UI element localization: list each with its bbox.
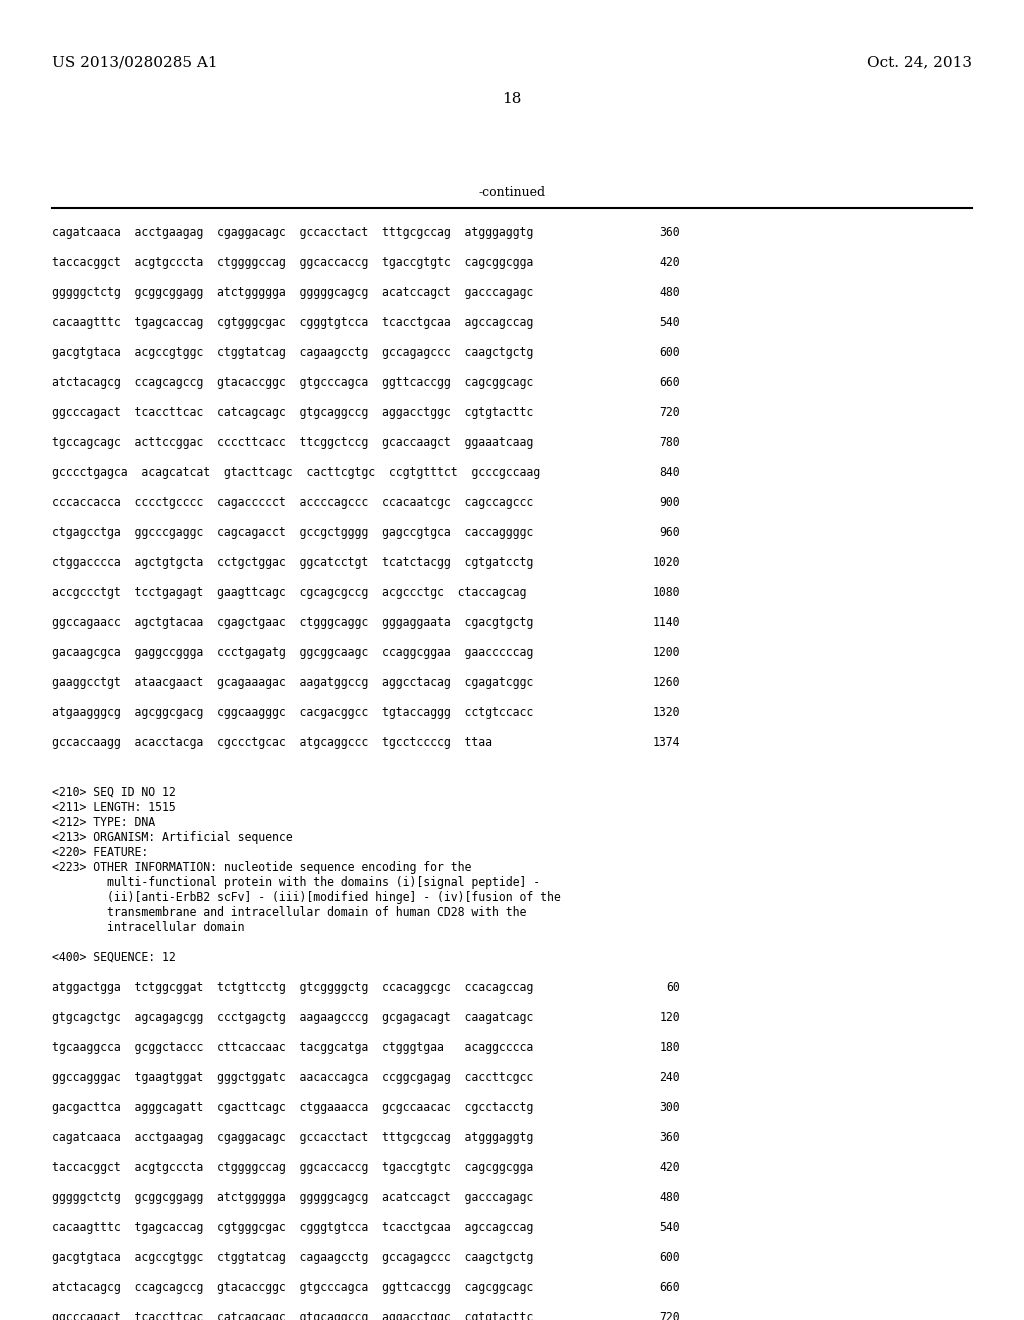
Text: ggccagggac  tgaagtggat  gggctggatc  aacaccagca  ccggcgagag  caccttcgcc: ggccagggac tgaagtggat gggctggatc aacacca… [52,1071,534,1084]
Text: <213> ORGANISM: Artificial sequence: <213> ORGANISM: Artificial sequence [52,832,293,843]
Text: atctacagcg  ccagcagccg  gtacaccggc  gtgcccagca  ggttcaccgg  cagcggcagc: atctacagcg ccagcagccg gtacaccggc gtgccca… [52,1280,534,1294]
Text: intracellular domain: intracellular domain [52,921,245,935]
Text: 660: 660 [659,1280,680,1294]
Text: Oct. 24, 2013: Oct. 24, 2013 [867,55,972,69]
Text: ggcccagact  tcaccttcac  catcagcagc  gtgcaggccg  aggacctggc  cgtgtacttc: ggcccagact tcaccttcac catcagcagc gtgcagg… [52,407,534,418]
Text: 1260: 1260 [652,676,680,689]
Text: 1374: 1374 [652,737,680,748]
Text: cacaagtttc  tgagcaccag  cgtgggcgac  cgggtgtcca  tcacctgcaa  agccagccag: cacaagtttc tgagcaccag cgtgggcgac cgggtgt… [52,315,534,329]
Text: 420: 420 [659,256,680,269]
Text: 660: 660 [659,376,680,389]
Text: gaaggcctgt  ataacgaact  gcagaaagac  aagatggccg  aggcctacag  cgagatcggc: gaaggcctgt ataacgaact gcagaaagac aagatgg… [52,676,534,689]
Text: transmembrane and intracellular domain of human CD28 with the: transmembrane and intracellular domain o… [52,906,526,919]
Text: cagatcaaca  acctgaagag  cgaggacagc  gccacctact  tttgcgccag  atgggaggtg: cagatcaaca acctgaagag cgaggacagc gccacct… [52,226,534,239]
Text: 1320: 1320 [652,706,680,719]
Text: <223> OTHER INFORMATION: nucleotide sequence encoding for the: <223> OTHER INFORMATION: nucleotide sequ… [52,861,471,874]
Text: 18: 18 [503,92,521,106]
Text: cagatcaaca  acctgaagag  cgaggacagc  gccacctact  tttgcgccag  atgggaggtg: cagatcaaca acctgaagag cgaggacagc gccacct… [52,1131,534,1144]
Text: cacaagtttc  tgagcaccag  cgtgggcgac  cgggtgtcca  tcacctgcaa  agccagccag: cacaagtttc tgagcaccag cgtgggcgac cgggtgt… [52,1221,534,1234]
Text: atggactgga  tctggcggat  tctgttcctg  gtcggggctg  ccacaggcgc  ccacagccag: atggactgga tctggcggat tctgttcctg gtcgggg… [52,981,534,994]
Text: atctacagcg  ccagcagccg  gtacaccggc  gtgcccagca  ggttcaccgg  cagcggcagc: atctacagcg ccagcagccg gtacaccggc gtgccca… [52,376,534,389]
Text: -continued: -continued [478,186,546,199]
Text: ggccagaacc  agctgtacaa  cgagctgaac  ctgggcaggc  gggaggaata  cgacgtgctg: ggccagaacc agctgtacaa cgagctgaac ctgggca… [52,616,534,630]
Text: US 2013/0280285 A1: US 2013/0280285 A1 [52,55,218,69]
Text: 120: 120 [659,1011,680,1024]
Text: 720: 720 [659,1311,680,1320]
Text: <211> LENGTH: 1515: <211> LENGTH: 1515 [52,801,176,814]
Text: ggcccagact  tcaccttcac  catcagcagc  gtgcaggccg  aggacctggc  cgtgtacttc: ggcccagact tcaccttcac catcagcagc gtgcagg… [52,1311,534,1320]
Text: gacgtgtaca  acgccgtggc  ctggtatcag  cagaagcctg  gccagagccc  caagctgctg: gacgtgtaca acgccgtggc ctggtatcag cagaagc… [52,346,534,359]
Text: <400> SEQUENCE: 12: <400> SEQUENCE: 12 [52,950,176,964]
Text: taccacggct  acgtgcccta  ctggggccag  ggcaccaccg  tgaccgtgtc  cagcggcgga: taccacggct acgtgcccta ctggggccag ggcacca… [52,1162,534,1173]
Text: tgccagcagc  acttccggac  ccccttcacc  ttcggctccg  gcaccaagct  ggaaatcaag: tgccagcagc acttccggac ccccttcacc ttcggct… [52,436,534,449]
Text: 900: 900 [659,496,680,510]
Text: 600: 600 [659,346,680,359]
Text: tgcaaggcca  gcggctaccc  cttcaccaac  tacggcatga  ctgggtgaa   acaggcccca: tgcaaggcca gcggctaccc cttcaccaac tacggca… [52,1041,534,1053]
Text: 840: 840 [659,466,680,479]
Text: 1020: 1020 [652,556,680,569]
Text: gacgtgtaca  acgccgtggc  ctggtatcag  cagaagcctg  gccagagccc  caagctgctg: gacgtgtaca acgccgtggc ctggtatcag cagaagc… [52,1251,534,1265]
Text: 540: 540 [659,1221,680,1234]
Text: (ii)[anti-ErbB2 scFv] - (iii)[modified hinge] - (iv)[fusion of the: (ii)[anti-ErbB2 scFv] - (iii)[modified h… [52,891,561,904]
Text: 240: 240 [659,1071,680,1084]
Text: atgaagggcg  agcggcgacg  cggcaagggc  cacgacggcc  tgtaccaggg  cctgtccacc: atgaagggcg agcggcgacg cggcaagggc cacgacg… [52,706,534,719]
Text: 720: 720 [659,407,680,418]
Text: 1140: 1140 [652,616,680,630]
Text: 1080: 1080 [652,586,680,599]
Text: multi-functional protein with the domains (i)[signal peptide] -: multi-functional protein with the domain… [52,876,540,888]
Text: 360: 360 [659,226,680,239]
Text: gccaccaagg  acacctacga  cgccctgcac  atgcaggccc  tgcctccccg  ttaa: gccaccaagg acacctacga cgccctgcac atgcagg… [52,737,492,748]
Text: <210> SEQ ID NO 12: <210> SEQ ID NO 12 [52,785,176,799]
Text: 780: 780 [659,436,680,449]
Text: cccaccacca  cccctgcccc  cagaccccct  accccagccc  ccacaatcgc  cagccagccc: cccaccacca cccctgcccc cagaccccct accccag… [52,496,534,510]
Text: 1200: 1200 [652,645,680,659]
Text: ctgagcctga  ggcccgaggc  cagcagacct  gccgctgggg  gagccgtgca  caccaggggc: ctgagcctga ggcccgaggc cagcagacct gccgctg… [52,525,534,539]
Text: gggggctctg  gcggcggagg  atctggggga  gggggcagcg  acatccagct  gacccagagc: gggggctctg gcggcggagg atctggggga gggggca… [52,1191,534,1204]
Text: gacaagcgca  gaggccggga  ccctgagatg  ggcggcaagc  ccaggcggaa  gaacccccag: gacaagcgca gaggccggga ccctgagatg ggcggca… [52,645,534,659]
Text: 480: 480 [659,1191,680,1204]
Text: 360: 360 [659,1131,680,1144]
Text: 180: 180 [659,1041,680,1053]
Text: gtgcagctgc  agcagagcgg  ccctgagctg  aagaagcccg  gcgagacagt  caagatcagc: gtgcagctgc agcagagcgg ccctgagctg aagaagc… [52,1011,534,1024]
Text: ctggacccca  agctgtgcta  cctgctggac  ggcatcctgt  tcatctacgg  cgtgatcctg: ctggacccca agctgtgcta cctgctggac ggcatcc… [52,556,534,569]
Text: 960: 960 [659,525,680,539]
Text: <212> TYPE: DNA: <212> TYPE: DNA [52,816,155,829]
Text: 420: 420 [659,1162,680,1173]
Text: gggggctctg  gcggcggagg  atctggggga  gggggcagcg  acatccagct  gacccagagc: gggggctctg gcggcggagg atctggggga gggggca… [52,286,534,300]
Text: <220> FEATURE:: <220> FEATURE: [52,846,148,859]
Text: gcccctgagca  acagcatcat  gtacttcagc  cacttcgtgc  ccgtgtttct  gcccgccaag: gcccctgagca acagcatcat gtacttcagc cacttc… [52,466,540,479]
Text: 600: 600 [659,1251,680,1265]
Text: 540: 540 [659,315,680,329]
Text: 480: 480 [659,286,680,300]
Text: 300: 300 [659,1101,680,1114]
Text: 60: 60 [667,981,680,994]
Text: taccacggct  acgtgcccta  ctggggccag  ggcaccaccg  tgaccgtgtc  cagcggcgga: taccacggct acgtgcccta ctggggccag ggcacca… [52,256,534,269]
Text: gacgacttca  agggcagatt  cgacttcagc  ctggaaacca  gcgccaacac  cgcctacctg: gacgacttca agggcagatt cgacttcagc ctggaaa… [52,1101,534,1114]
Text: accgccctgt  tcctgagagt  gaagttcagc  cgcagcgccg  acgccctgc  ctaccagcag: accgccctgt tcctgagagt gaagttcagc cgcagcg… [52,586,526,599]
